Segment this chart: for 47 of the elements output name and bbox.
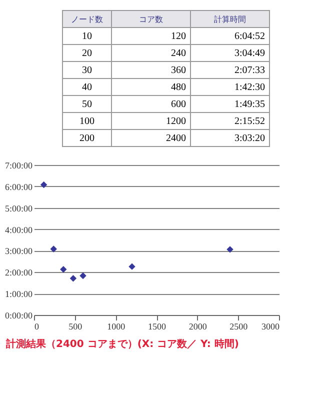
text: 600 (112, 96, 190, 112)
text: 480 (112, 78, 190, 96)
point (128, 263, 136, 270)
x-tick-label: 3000 (262, 322, 280, 332)
y-tick-label: 3:00:00 (4, 246, 33, 256)
text: 計算時間 (190, 10, 270, 28)
text: ノード数 (62, 10, 112, 28)
text: 2:07:33 (190, 62, 270, 78)
x-tick-label: 0 (34, 322, 40, 332)
text: 200 (62, 130, 112, 146)
y-tick-label: 2:00:00 (4, 268, 33, 278)
y-tick-label: 0:00:00 (4, 310, 33, 320)
x-tick-label: 1500 (148, 322, 166, 332)
text: 100 (62, 112, 112, 130)
text: 20 (62, 44, 112, 62)
text: 1:42:30 (190, 78, 270, 96)
text: 3:04:49 (190, 44, 270, 62)
x-tick-label: 2500 (230, 322, 248, 332)
y-tick-label: 7:00:00 (4, 160, 33, 170)
text: 360 (112, 62, 190, 78)
point (40, 181, 48, 188)
text: 30 (62, 62, 112, 78)
point (60, 266, 67, 273)
text: 2400 (112, 130, 190, 146)
text: 50 (62, 96, 112, 112)
y-tick-label: 5:00:00 (4, 203, 33, 214)
text: コア数 (112, 10, 190, 28)
text: 120 (112, 28, 190, 44)
y-tick-label: 1:00:00 (4, 289, 33, 300)
text: 40 (62, 78, 112, 96)
point (70, 275, 77, 282)
point (80, 272, 86, 280)
text: 1:49:35 (190, 96, 270, 112)
x-tick-label: 2000 (188, 322, 208, 332)
y-tick-label: 6:00:00 (4, 182, 33, 192)
y-tick-label: 4:00:00 (4, 224, 33, 235)
text: 1200 (112, 112, 190, 130)
text: 2:15:52 (190, 112, 270, 130)
point (50, 246, 57, 252)
text: 10 (62, 28, 112, 44)
point (226, 246, 234, 253)
text: 240 (112, 44, 190, 62)
x-tick-label: 1000 (107, 322, 126, 332)
text: 6:04:52 (190, 28, 270, 44)
text: 3:03:20 (190, 130, 270, 146)
text: 計測結果（2400 コアまで）(X: コア数／ Y: 時間) (6, 338, 240, 351)
x-tick-label: 500 (68, 322, 83, 332)
